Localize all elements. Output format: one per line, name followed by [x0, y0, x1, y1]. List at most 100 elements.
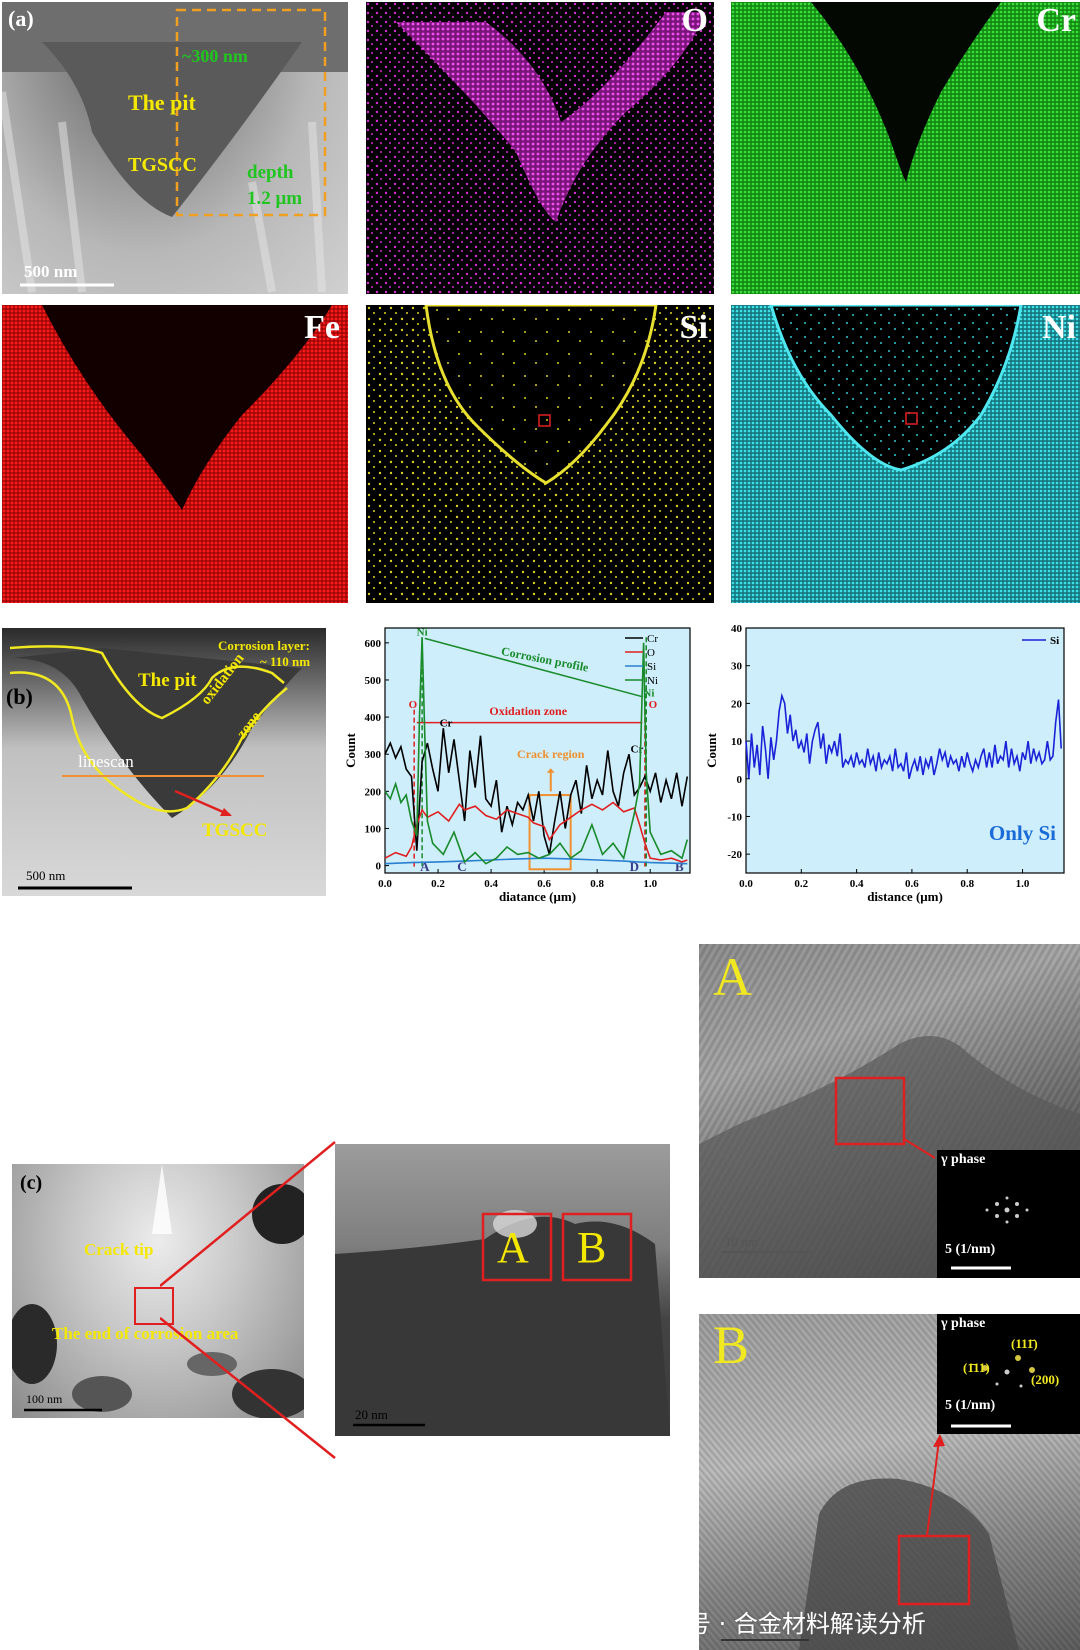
hrtem-label-b: B: [713, 1315, 750, 1375]
eds-label-ni: Ni: [1042, 309, 1076, 346]
end-of-corrosion-label: The end of corrosion area: [52, 1324, 239, 1343]
tem-image-a: (a) ~300 nm The pit TGSCC depth 1.2 μm 5…: [2, 2, 348, 294]
eds-map-o: O: [366, 2, 714, 294]
y-tick-label: 300: [365, 749, 382, 761]
x-tick-label: 0.6: [905, 878, 919, 890]
fft-arrow-b: [926, 1439, 940, 1537]
tem-image-c-zoom: A B 20 nm: [335, 1144, 670, 1436]
fft-inset-a: γ phase 5 (1/nm): [937, 1150, 1080, 1278]
scalebar-c-zoom-label: 20 nm: [355, 1407, 388, 1422]
y-tick-label: 20: [731, 698, 743, 710]
scalebar-hrtem-a-label: 10 nm: [725, 1234, 758, 1249]
eds-label-o: O: [681, 2, 708, 39]
eds-map-ni-drawing: [731, 305, 1080, 603]
legend-label-cr: Cr: [647, 633, 658, 645]
ni-right-label: Ni: [643, 688, 654, 700]
o-right-label: O: [649, 699, 658, 711]
crack-region-box: [528, 794, 572, 871]
fft-inset-b: γ phase (111̄) (1̄11) (200) 5 (1/nm): [937, 1314, 1080, 1434]
eds-map-si: Si: [366, 305, 714, 603]
y-tick-label: 500: [365, 675, 382, 687]
ni-left-label: Ni: [417, 626, 428, 638]
series-line-o: [384, 801, 688, 863]
fft-source-box-a: [834, 1076, 906, 1146]
eds-map-fe: Fe: [2, 305, 348, 603]
x-tick-label: 0.0: [378, 878, 392, 890]
tem-image-c-zoom-drawing: [335, 1210, 670, 1436]
box-b-label: B: [577, 1223, 607, 1272]
hrtem-image-a: A 10 nm γ phase 5 (1/nm): [699, 944, 1080, 1278]
width-annotation: ~300 nm: [182, 46, 248, 66]
y-axis-label: Count: [343, 732, 358, 767]
tgscc-arrow: [174, 789, 231, 817]
y-tick-label: 40: [731, 623, 743, 635]
x-tick-label: 0.8: [590, 878, 604, 890]
eds-map-si-drawing: [366, 305, 714, 603]
series-line-si: [384, 857, 688, 865]
eds-map-fe-drawing: [2, 305, 348, 603]
eds-map-ni: Ni: [731, 305, 1080, 603]
ni-marker-box: [905, 412, 918, 425]
corrosion-layer-label-line1: Corrosion layer:: [218, 638, 310, 653]
cr-right-label: Cr: [631, 743, 644, 755]
o-left-label: O: [409, 699, 418, 711]
eds-map-cr: Cr: [731, 2, 1080, 294]
tem-image-b: (b) Corrosion layer: ~ 110 nm The pit ox…: [2, 628, 326, 896]
x-tick-label: 0.2: [431, 878, 445, 890]
eds-label-si: Si: [679, 309, 708, 346]
tem-image-b-drawing: [9, 645, 302, 890]
tem-image-c-drawing: [12, 1164, 304, 1418]
fft-spot-label-3: (200): [1031, 1372, 1060, 1387]
watermark: 公众号 · 合金材料解读分析: [699, 1610, 926, 1638]
y-tick-label: -20: [727, 849, 742, 861]
y-tick-label: 600: [365, 638, 382, 650]
x-tick-label: 0.8: [960, 878, 974, 890]
linescan-chart-svg: 0.0 0.2 0.4 0.6 0.8 1.0 0 100 200 300 400 500 600 dia…: [343, 626, 691, 904]
y-tick-label: 10: [731, 736, 743, 748]
pit-label-b: The pit: [138, 670, 197, 691]
y-tick-label: 200: [365, 786, 382, 798]
zoom-box-c: [134, 1287, 174, 1325]
box-a-label: A: [497, 1223, 529, 1272]
depth-annotation-line2: 1.2 μm: [247, 188, 303, 209]
pit-shape: [42, 42, 302, 217]
zoom-connector-lines: [160, 1141, 336, 1459]
fft-spot-label-2: (1̄11): [963, 1360, 990, 1375]
tem-image-a-drawing: [2, 2, 348, 293]
fft-scale-label-a: 5 (1/nm): [945, 1242, 996, 1257]
y-tick-label: 0: [376, 861, 382, 873]
dashed-region-box: [175, 8, 327, 217]
linescan-label: linescan: [78, 752, 134, 771]
fft-arrow-a: [903, 1138, 936, 1159]
scalebar-b-label: 500 nm: [26, 868, 66, 883]
fft-scale-label-b: 5 (1/nm): [945, 1398, 996, 1413]
scalebar-a-label: 500 nm: [24, 262, 78, 281]
series-line-ni: [384, 637, 689, 865]
fft-pattern-b: [951, 1355, 1035, 1428]
tgscc-annotation: TGSCC: [128, 154, 197, 176]
linescan-chart: 0.0 0.2 0.4 0.6 0.8 1.0 0 100 200 300 400 500 600 dia…: [335, 618, 705, 918]
only-si-label: Only Si: [989, 821, 1056, 845]
fft-spot-label-1: (111̄): [1011, 1336, 1038, 1351]
x-axis-label: distance (μm): [867, 889, 943, 904]
eds-map-o-drawing: [366, 2, 714, 294]
x-tick-label: 0.4: [484, 878, 498, 890]
x-tick-label: 0.2: [794, 878, 808, 890]
si-chart: 0.0 0.2 0.4 0.6 0.8 1.0 -20 -10 0 10 20 30 40 distanc…: [706, 618, 1080, 918]
y-tick-label: 100: [365, 823, 382, 835]
crack-region-label: Crack region: [517, 747, 585, 761]
y-tick-label: 30: [731, 661, 743, 673]
fft-pattern-a: [951, 1196, 1029, 1270]
x-axis-label: diatance (μm): [499, 889, 576, 904]
y-tick-label: -10: [727, 811, 742, 823]
box-b: [561, 1212, 633, 1282]
oxidation-zone-label: Oxidation zone: [489, 704, 567, 718]
si-marker-box: [538, 414, 551, 427]
x-tick-label: 0.4: [850, 878, 864, 890]
crack-tip-label: Crack tip: [84, 1240, 154, 1259]
series-line-si: [745, 692, 1062, 779]
fft-source-box-b: [897, 1534, 971, 1606]
y-tick-label: 400: [365, 712, 382, 724]
x-tick-label: 1.0: [643, 878, 657, 890]
panel-label-a: (a): [8, 6, 34, 31]
